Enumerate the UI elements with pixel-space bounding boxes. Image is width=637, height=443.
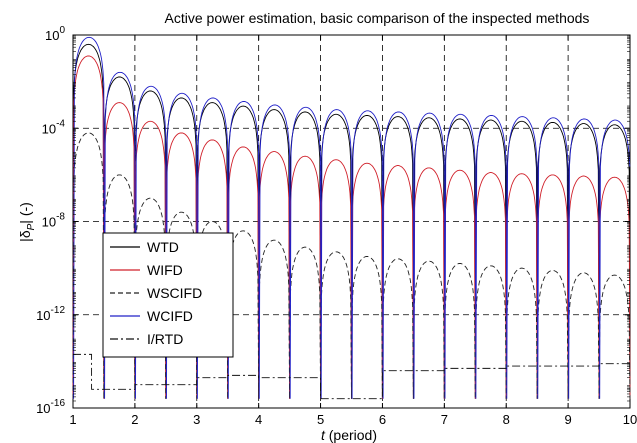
x-tick-label: 2 [131,412,138,427]
x-tick-label: 8 [503,412,510,427]
legend-entry-label: WCIFD [147,308,193,324]
y-axis-label-sub: P [26,223,37,230]
x-tick-label: 10 [623,412,637,427]
x-tick-label: 1 [69,412,76,427]
y-tick-label: 10-8 [42,212,66,230]
legend-entry-label: I/RTD [147,331,183,347]
y-axis-label-rest: | (-) [17,202,33,224]
y-axis-label-main: |δ [17,230,33,242]
x-tick-label: 7 [441,412,448,427]
x-axis-label-rest: (period) [325,427,377,443]
x-tick-label: 3 [193,412,200,427]
legend-entry-label: WTD [147,239,179,255]
y-tick-label: 100 [45,25,65,43]
y-tick-label: 10-4 [42,118,66,136]
y-axis-label: |δP| (-) [17,202,37,242]
y-tick-label: 10-16 [36,398,65,416]
x-tick-label: 4 [255,412,262,427]
legend-entry-label: WSCIFD [147,285,202,301]
chart-title: Active power estimation, basic compariso… [165,10,590,26]
x-tick-label: 9 [564,412,571,427]
svg-text:|δP| (-): |δP| (-) [17,202,37,242]
axis-ticks: 1 2 3 4 5 6 7 8 9 10 10-16 10-12 10-8 10-4 100 [36,25,637,427]
series-line-wscifd [72,132,631,399]
x-tick-label: 6 [379,412,386,427]
y-tick-label: 10-12 [36,305,65,323]
series-line-i-rtd [73,353,630,400]
legend-box [102,232,234,358]
x-axis-label: t (period) [321,427,377,443]
x-axis-label-italic: t [321,427,326,443]
svg-text:t (period): t (period) [321,427,377,443]
legend: WTD WIFD WSCIFD WCIFD I/RTD [102,232,234,358]
x-tick-label: 5 [317,412,324,427]
legend-entry-label: WIFD [147,262,183,278]
plot-area: 1 2 3 4 5 6 7 8 9 10 10-16 10-12 10-8 10-4 100 [36,25,637,427]
